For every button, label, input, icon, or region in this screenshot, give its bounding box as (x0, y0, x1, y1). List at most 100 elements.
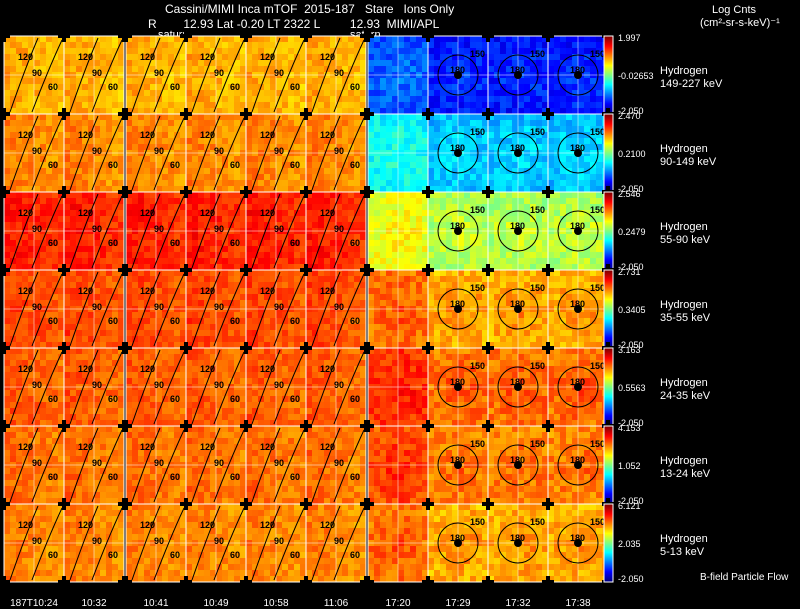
heatmap-pixel (150, 60, 156, 66)
heatmap-pixel (464, 78, 470, 84)
heatmap-pixel (64, 174, 70, 180)
colorbar-segment (604, 147, 613, 148)
heatmap-pixel (548, 210, 554, 216)
heatmap-pixel (180, 132, 186, 138)
heatmap-pixel (192, 216, 198, 222)
heatmap-pixel (330, 90, 336, 96)
heatmap-pixel (348, 54, 354, 60)
heatmap-pixel (168, 78, 174, 84)
heatmap-pixel (64, 192, 70, 198)
heatmap-pixel (572, 252, 578, 258)
heatmap-pixel (198, 258, 204, 264)
heatmap-pixel (162, 42, 168, 48)
heatmap-pixel (380, 210, 386, 216)
heatmap-pixel (94, 264, 100, 270)
heatmap-pixel (312, 240, 318, 246)
heatmap-pixel (342, 252, 348, 258)
heatmap-pixel (28, 276, 34, 282)
heatmap-pixel (392, 198, 398, 204)
heatmap-pixel (10, 132, 16, 138)
heatmap-pixel (144, 276, 150, 282)
heatmap-pixel (578, 198, 584, 204)
heatmap-pixel (40, 96, 46, 102)
heatmap-pixel (240, 66, 246, 72)
heatmap-pixel (58, 324, 64, 330)
heatmap-pixel (422, 156, 428, 162)
heatmap-pixel (156, 138, 162, 144)
heatmap-pixel (16, 204, 22, 210)
heatmap-pixel (506, 42, 512, 48)
heatmap-pixel (76, 198, 82, 204)
grid-marker (58, 268, 70, 272)
heatmap-pixel (58, 108, 64, 114)
heatmap-pixel (422, 258, 428, 264)
heatmap-pixel (156, 114, 162, 120)
heatmap-pixel (210, 174, 216, 180)
heatmap-pixel (82, 108, 88, 114)
heatmap-pixel (506, 162, 512, 168)
heatmap-pixel (180, 288, 186, 294)
heatmap-pixel (560, 216, 566, 222)
heatmap-pixel (118, 318, 124, 324)
heatmap-pixel (100, 102, 106, 108)
heatmap-pixel (282, 156, 288, 162)
heatmap-pixel (530, 78, 536, 84)
heatmap-pixel (22, 216, 28, 222)
heatmap-pixel (536, 138, 542, 144)
heatmap-pixel (342, 234, 348, 240)
heatmap-pixel (428, 90, 434, 96)
heatmap-pixel (58, 216, 64, 222)
heatmap-pixel (100, 240, 106, 246)
heatmap-pixel (282, 180, 288, 186)
colorbar-segment (604, 63, 613, 64)
heatmap-pixel (180, 252, 186, 258)
heatmap-pixel (4, 42, 10, 48)
heatmap-pixel (40, 246, 46, 252)
heatmap-pixel (506, 126, 512, 132)
heatmap-pixel (22, 270, 28, 276)
contour-label: 180 (510, 143, 525, 153)
heatmap-pixel (530, 264, 536, 270)
heatmap-pixel (596, 138, 602, 144)
heatmap-pixel (330, 42, 336, 48)
heatmap-pixel (22, 66, 28, 72)
heatmap-pixel (126, 198, 132, 204)
heatmap-pixel (40, 270, 46, 276)
colorbar-segment (604, 93, 613, 94)
heatmap-pixel (336, 42, 342, 48)
heatmap-pixel (198, 246, 204, 252)
heatmap-pixel (386, 222, 392, 228)
heatmap-pixel (578, 78, 584, 84)
heatmap-pixel (112, 36, 118, 42)
heatmap-pixel (452, 132, 458, 138)
heatmap-pixel (76, 342, 82, 348)
heatmap-pixel (210, 48, 216, 54)
heatmap-pixel (162, 162, 168, 168)
heatmap-pixel (548, 60, 554, 66)
heatmap-pixel (118, 282, 124, 288)
heatmap-pixel (22, 312, 28, 318)
heatmap-pixel (578, 66, 584, 72)
heatmap-pixel (324, 36, 330, 42)
contour-label: 90 (214, 224, 224, 234)
heatmap-pixel (118, 66, 124, 72)
heatmap-pixel (4, 324, 10, 330)
heatmap-pixel (506, 84, 512, 90)
heatmap-pixel (288, 126, 294, 132)
heatmap-pixel (234, 78, 240, 84)
heatmap-pixel (144, 180, 150, 186)
heatmap-pixel (590, 210, 596, 216)
heatmap-pixel (446, 252, 452, 258)
heatmap-pixel (500, 120, 506, 126)
heatmap-pixel (470, 246, 476, 252)
heatmap-pixel (422, 234, 428, 240)
heatmap-pixel (168, 282, 174, 288)
heatmap-pixel (488, 60, 494, 66)
heatmap-pixel (112, 54, 118, 60)
heatmap-pixel (354, 174, 360, 180)
heatmap-pixel (288, 252, 294, 258)
heatmap-pixel (422, 252, 428, 258)
heatmap-pixel (306, 198, 312, 204)
heatmap-pixel (494, 36, 500, 42)
